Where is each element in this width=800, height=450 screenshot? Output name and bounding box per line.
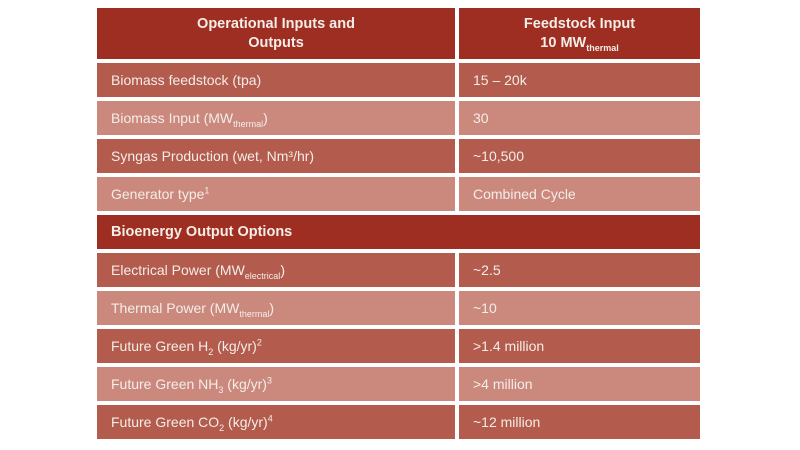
- label-superscript: 3: [266, 375, 272, 386]
- label-post: (kg/yr): [223, 376, 267, 392]
- row-label-text: Generator type1: [111, 186, 209, 202]
- row-value-cell: ~10: [459, 291, 700, 325]
- row-label-text: Future Green CO2 (kg/yr)4: [111, 413, 273, 433]
- label-post: ): [269, 300, 275, 316]
- label-subscript: electrical: [244, 270, 281, 281]
- label-subscript: 2: [219, 422, 225, 433]
- row-label-cell: Future Green NH3 (kg/yr)3: [97, 367, 455, 401]
- label-post: ): [280, 262, 285, 278]
- table-row-syngas-production: Syngas Production (wet, Nm³/hr) ~10,500: [97, 139, 700, 173]
- row-label-cell: Future Green CO2 (kg/yr)4: [97, 405, 455, 439]
- table-header-row: Operational Inputs and Outputs Feedstock…: [97, 8, 700, 59]
- table-row-biomass-feedstock: Biomass feedstock (tpa) 15 – 20k: [97, 63, 700, 97]
- table-row-generator-type: Generator type1 Combined Cycle: [97, 177, 700, 211]
- header-col-feedstock: Feedstock Input 10 MWthermal: [459, 8, 700, 59]
- header-col2-line2-pre: 10 MW: [540, 34, 587, 51]
- table-row-future-green-co2: Future Green CO2 (kg/yr)4 ~12 million: [97, 405, 700, 439]
- header-col2-line2-subscript: thermal: [586, 42, 619, 53]
- row-value-cell: Combined Cycle: [459, 177, 700, 211]
- label-post: (kg/yr): [224, 414, 268, 430]
- row-label-cell: Biomass feedstock (tpa): [97, 63, 455, 97]
- label-pre: Future Green H: [111, 338, 209, 354]
- row-label-cell: Thermal Power (MWthermal): [97, 291, 455, 325]
- table-row-biomass-input: Biomass Input (MWthermal) 30: [97, 101, 700, 135]
- label-pre: Biomass feedstock (tpa): [111, 72, 262, 88]
- row-value-cell: >1.4 million: [459, 329, 700, 363]
- row-value-cell: ~10,500: [459, 139, 700, 173]
- row-label-cell: Electrical Power (MWelectrical): [97, 253, 455, 287]
- label-post: (kg/yr): [213, 338, 257, 354]
- label-superscript: 2: [256, 337, 262, 348]
- row-label-cell: Biomass Input (MWthermal): [97, 101, 455, 135]
- label-subscript: 2: [208, 346, 214, 357]
- row-value-cell: ~12 million: [459, 405, 700, 439]
- table-row-electrical-power: Electrical Power (MWelectrical) ~2.5: [97, 253, 700, 287]
- label-pre: Syngas Production (wet, Nm³/hr): [111, 148, 315, 164]
- header-col1-line2: Outputs: [248, 34, 304, 51]
- row-label-text: Biomass Input (MWthermal): [111, 110, 268, 129]
- label-subscript: thermal: [233, 118, 264, 129]
- row-value-cell: 15 – 20k: [459, 63, 700, 97]
- label-post: ): [263, 110, 268, 126]
- label-superscript: 4: [267, 413, 273, 424]
- label-pre: Biomass Input (MW: [111, 110, 234, 126]
- label-pre: Thermal Power (MW: [111, 300, 240, 316]
- label-pre: Future Green NH: [111, 376, 219, 392]
- row-label-text: Future Green NH3 (kg/yr)3: [111, 375, 272, 395]
- row-label-cell: Syngas Production (wet, Nm³/hr): [97, 139, 455, 173]
- specs-table: Operational Inputs and Outputs Feedstock…: [97, 8, 700, 443]
- row-value-cell: >4 million: [459, 367, 700, 401]
- row-label-cell: Future Green H2 (kg/yr)2: [97, 329, 455, 363]
- row-label-cell: Generator type1: [97, 177, 455, 211]
- row-label-text: Thermal Power (MWthermal): [111, 300, 275, 319]
- table-section-header-row: Bioenergy Output Options: [97, 215, 700, 249]
- row-value-cell: 30: [459, 101, 700, 135]
- label-subscript: 3: [218, 384, 224, 395]
- header-col2-line1: Feedstock Input: [523, 15, 636, 32]
- row-label-text: Syngas Production (wet, Nm³/hr): [111, 148, 314, 164]
- row-label-text: Future Green H2 (kg/yr)2: [111, 337, 262, 357]
- label-pre: Future Green CO: [111, 414, 220, 430]
- label-pre: Generator type: [111, 186, 205, 202]
- table-row-thermal-power: Thermal Power (MWthermal) ~10: [97, 291, 700, 325]
- section-header-cell: Bioenergy Output Options: [97, 215, 700, 249]
- row-value-cell: ~2.5: [459, 253, 700, 287]
- header-col-operational: Operational Inputs and Outputs: [97, 8, 455, 59]
- table-row-future-green-nh3: Future Green NH3 (kg/yr)3 >4 million: [97, 367, 700, 401]
- label-pre: Electrical Power (MW: [111, 262, 245, 278]
- header-col2-line2: 10 MWthermal: [540, 34, 618, 53]
- table-row-future-green-h2: Future Green H2 (kg/yr)2 >1.4 million: [97, 329, 700, 363]
- label-superscript: 1: [204, 185, 210, 196]
- row-label-text: Electrical Power (MWelectrical): [111, 262, 285, 281]
- row-label-text: Biomass feedstock (tpa): [111, 72, 261, 88]
- header-col1-line1: Operational Inputs and: [197, 15, 355, 32]
- label-subscript: thermal: [239, 308, 270, 319]
